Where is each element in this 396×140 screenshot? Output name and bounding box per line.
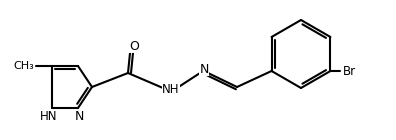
Text: N: N [199, 62, 209, 75]
Text: O: O [129, 39, 139, 52]
Text: CH₃: CH₃ [13, 61, 34, 71]
Text: HN: HN [40, 110, 58, 123]
Text: Br: Br [343, 65, 356, 78]
Text: NH: NH [162, 82, 180, 95]
Text: N: N [74, 110, 84, 123]
